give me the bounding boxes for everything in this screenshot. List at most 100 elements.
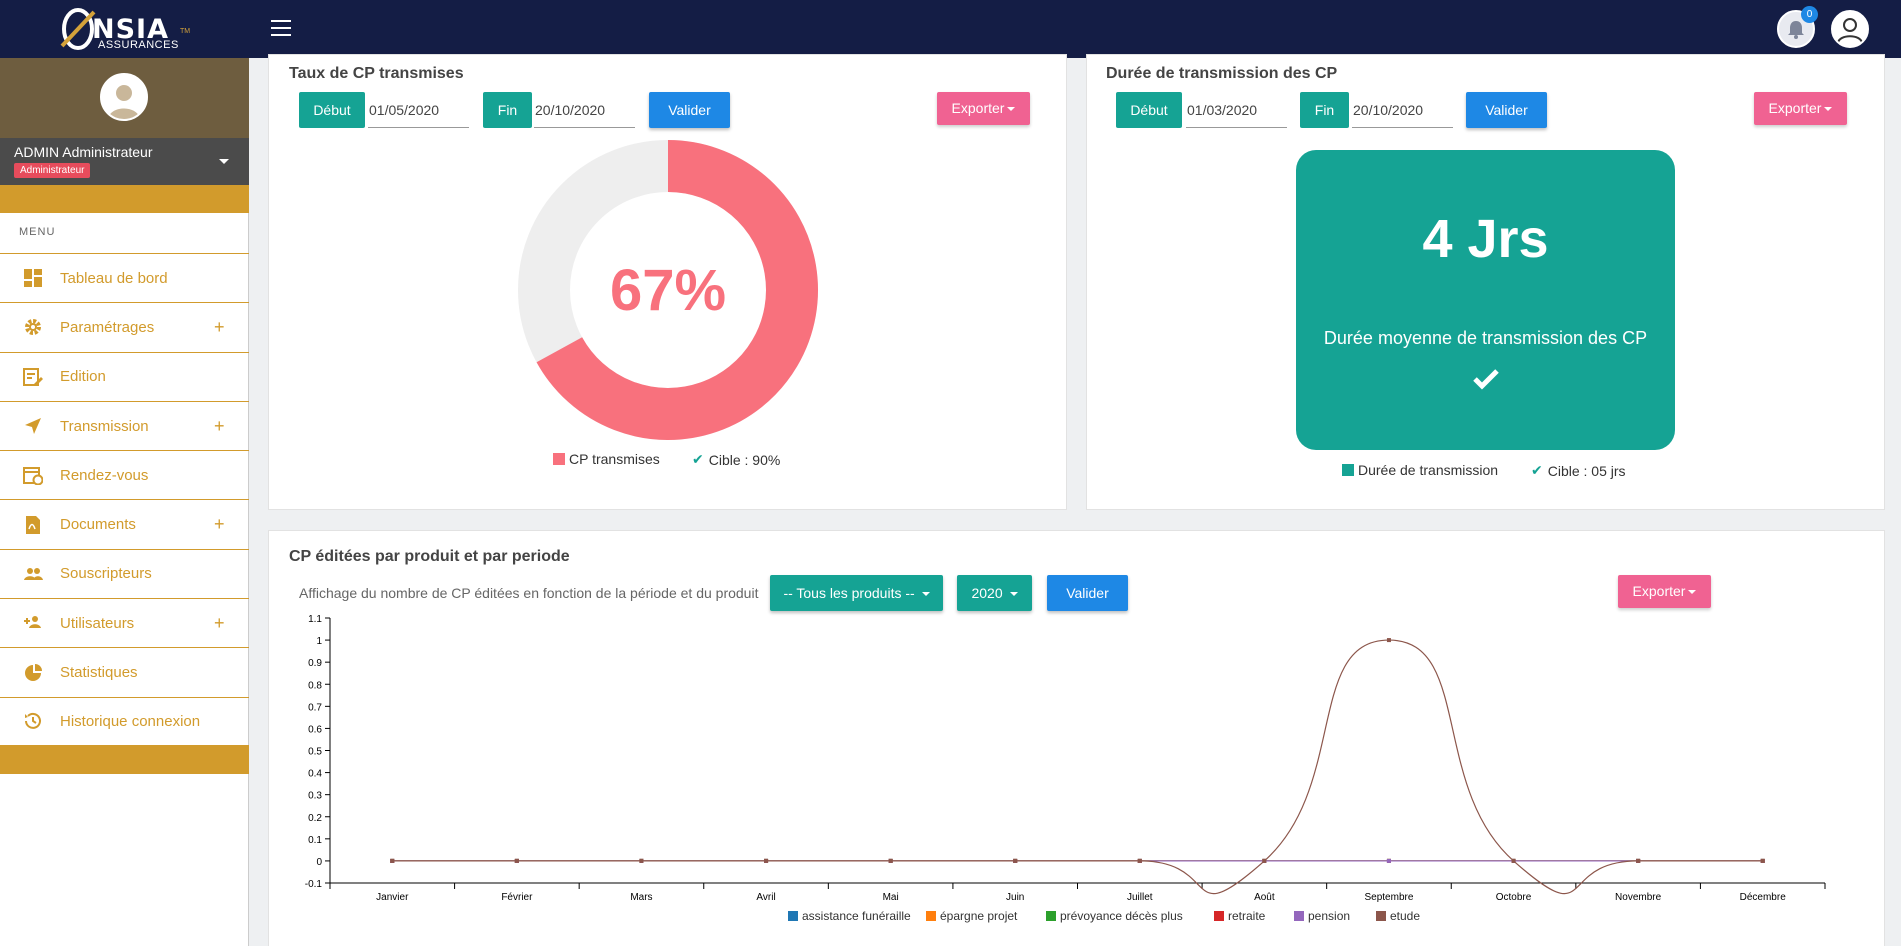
check-icon: ✔ (692, 451, 704, 467)
brand-logo[interactable]: NSIA TM ASSURANCES (58, 6, 193, 52)
sidebar-item-rendez-vous[interactable]: Rendez-vous (0, 450, 249, 499)
sidebar-item-utilisateurs[interactable]: Utilisateurs + (0, 598, 249, 647)
taux-exporter-button[interactable]: Exporter (937, 92, 1030, 125)
taux-debut-label[interactable]: Début (299, 92, 365, 128)
exporter-label: Exporter (1768, 100, 1822, 116)
menu-toggle-icon[interactable] (271, 20, 291, 36)
gear-icon (25, 319, 41, 336)
sidebar-item-label: Rendez-vous (60, 466, 149, 484)
legend-label: épargne projet (940, 909, 1018, 923)
pdf-icon (26, 515, 40, 534)
chart-legend-item[interactable]: assistance funéraille (788, 909, 911, 923)
duree-valider-button[interactable]: Valider (1466, 92, 1547, 128)
editees-valider-button[interactable]: Valider (1047, 575, 1128, 611)
caret-down-icon (1009, 592, 1018, 597)
brand-sub: ASSURANCES (98, 39, 179, 51)
legend-label: Cible : 90% (708, 451, 781, 468)
editees-exporter-button[interactable]: Exporter (1618, 575, 1711, 608)
calendar-icon (23, 467, 43, 486)
duree-legend-series[interactable]: Durée de transmission (1342, 462, 1498, 478)
donut-arc-cp-transmises[interactable] (536, 140, 818, 440)
editees-description: Affichage du nombre de CP éditées en fon… (299, 585, 759, 601)
legend-label: pension (1308, 909, 1351, 923)
sidebar-item-edition[interactable]: Edition (0, 351, 249, 401)
product-select[interactable]: -- Tous les produits -- (770, 575, 943, 611)
taux-valider-button[interactable]: Valider (649, 92, 730, 128)
legend-swatch (788, 911, 798, 921)
sidebar-item-label: Paramétrages (60, 318, 155, 336)
send-icon (25, 418, 41, 435)
user-avatar-button[interactable] (1831, 10, 1869, 48)
caret-down-icon (1007, 107, 1016, 112)
duree-fin-label[interactable]: Fin (1300, 92, 1349, 128)
profile-info[interactable]: ADMIN Administrateur Administrateur (0, 138, 249, 185)
role-badge: Administrateur (14, 163, 91, 178)
chevron-down-icon[interactable] (219, 159, 229, 164)
dashboard-icon (24, 269, 42, 288)
legend-label: prévoyance décès plus (1060, 909, 1183, 923)
taux-cp-title: Taux de CP transmises (289, 65, 464, 82)
year-select-value: 2020 (971, 585, 1003, 601)
profile-panel (0, 58, 249, 138)
duree-exporter-button[interactable]: Exporter (1754, 92, 1847, 125)
expand-plus-icon[interactable]: + (214, 316, 225, 337)
menu-header: MENU (19, 226, 56, 238)
sidebar-item-souscripteurs[interactable]: Souscripteurs (0, 548, 249, 598)
product-select-value: -- Tous les produits -- (783, 585, 915, 601)
expand-plus-icon[interactable]: + (214, 415, 225, 436)
duree-stat-tile: 4 Jrs Durée moyenne de transmission des … (1296, 150, 1675, 450)
sidebar-item-label: Souscripteurs (60, 565, 152, 583)
sidebar-item-label: Historique connexion (60, 712, 201, 730)
legend-label: etude (1390, 909, 1421, 923)
taux-fin-input[interactable] (534, 92, 635, 128)
brand-tm: TM (180, 28, 191, 35)
expand-plus-icon[interactable]: + (214, 612, 225, 633)
caret-down-icon (1688, 590, 1697, 595)
caret-down-icon (1824, 107, 1833, 112)
duree-legend-target: ✔ Cible : 05 jrs (1531, 462, 1626, 479)
taux-debut-input[interactable] (368, 92, 469, 128)
sidebar-item-statistiques[interactable]: Statistiques (0, 647, 249, 696)
expand-plus-icon[interactable]: + (214, 514, 225, 535)
year-select[interactable]: 2020 (957, 575, 1032, 611)
sidebar-menu: Tableau de bord Paramétrages + Edition T… (0, 253, 249, 746)
taux-legend-series[interactable]: CP transmises (553, 451, 660, 467)
sidebar-item-transmission[interactable]: Transmission + (0, 400, 249, 450)
taux-fin-label[interactable]: Fin (483, 92, 532, 128)
legend-swatch (1294, 911, 1304, 921)
sidebar-item-parametrages[interactable]: Paramétrages + (0, 302, 249, 351)
sidebar-item-label: Edition (60, 368, 106, 386)
sidebar-item-historique-connexion[interactable]: Historique connexion (0, 696, 249, 746)
profile-avatar[interactable] (100, 73, 148, 121)
duree-cp-title: Durée de transmission des CP (1106, 65, 1338, 82)
brand-name: NSIA (92, 14, 169, 45)
editees-title: CP éditées par produit et par periode (289, 548, 570, 565)
check-icon: ✔ (1531, 462, 1543, 478)
chart-legend-item[interactable]: retraite (1214, 909, 1265, 923)
sidebar-item-label: Transmission (60, 417, 149, 435)
duree-debut-label[interactable]: Début (1116, 92, 1182, 128)
sidebar-divider-top (0, 185, 249, 213)
sidebar-item-label: Statistiques (60, 664, 138, 682)
duree-fin-input[interactable] (1352, 92, 1453, 128)
chart-legend-item[interactable]: etude (1376, 909, 1420, 923)
user-icon (1837, 18, 1863, 44)
edit-icon (23, 367, 43, 386)
legend-swatch (926, 911, 936, 921)
legend-label: Durée de transmission (1358, 462, 1499, 478)
chart-legend-item[interactable]: épargne projet (926, 909, 1017, 923)
people-icon (24, 567, 43, 580)
legend-label: CP transmises (569, 451, 660, 467)
sidebar-item-documents[interactable]: Documents + (0, 499, 249, 548)
legend-label: assistance funéraille (802, 909, 911, 923)
sidebar-item-label: Documents (60, 516, 136, 534)
chart-legend-item[interactable]: prévoyance décès plus (1046, 909, 1183, 923)
caret-down-icon (921, 592, 930, 597)
sidebar-item-tableau-de-bord[interactable]: Tableau de bord (0, 253, 249, 302)
sidebar-divider-bottom (0, 746, 249, 774)
bell-icon (1788, 21, 1804, 39)
duree-debut-input[interactable] (1186, 92, 1287, 128)
chart-legend-item[interactable]: pension (1294, 909, 1350, 923)
notification-button[interactable]: 0 (1777, 6, 1818, 48)
exporter-label: Exporter (1632, 583, 1686, 599)
